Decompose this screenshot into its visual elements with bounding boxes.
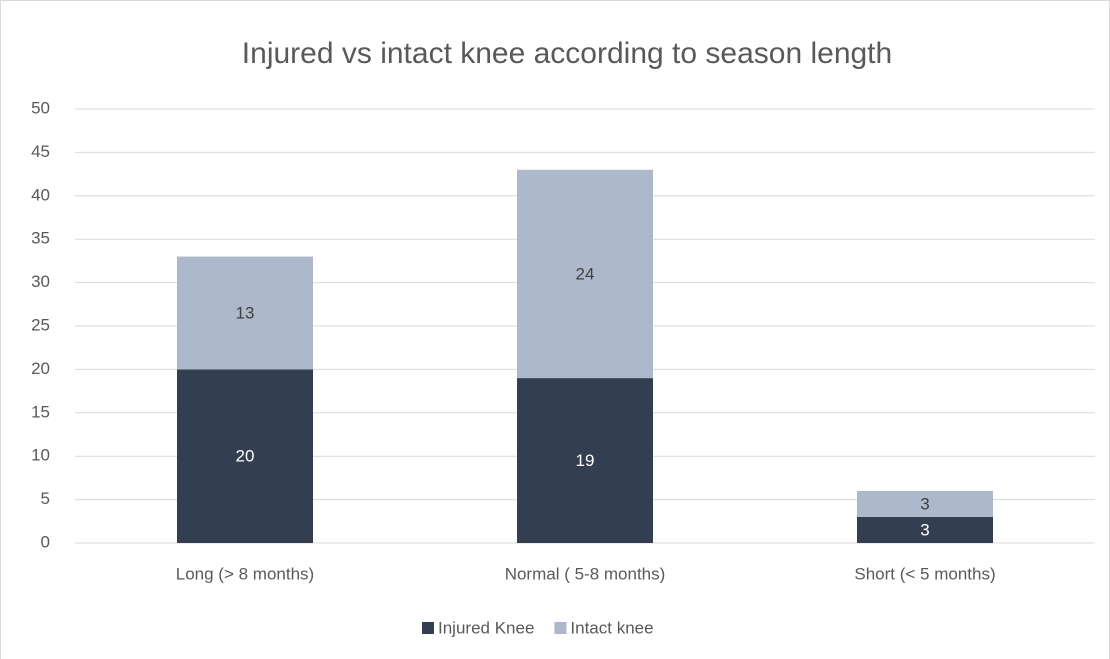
bar-segment xyxy=(177,256,313,370)
chart-title: Injured vs intact knee according to seas… xyxy=(242,37,892,70)
y-tick-label: 30 xyxy=(31,272,50,291)
bar-segment xyxy=(857,516,993,543)
y-tick-label: 20 xyxy=(31,359,50,378)
bar-segment xyxy=(857,490,993,517)
y-tick-label: 10 xyxy=(31,446,50,465)
x-tick-label: Short (< 5 months) xyxy=(854,564,995,583)
y-tick-label: 0 xyxy=(41,532,50,551)
y-tick-label: 40 xyxy=(31,185,50,204)
legend-label: Injured Knee xyxy=(438,618,534,637)
y-tick-label: 5 xyxy=(41,489,50,508)
data-label: 24 xyxy=(576,264,595,283)
bar-segment xyxy=(517,378,653,543)
y-tick-label: 15 xyxy=(31,402,50,421)
data-label: 3 xyxy=(920,520,929,539)
bar-segment xyxy=(517,169,653,379)
x-tick-label: Long (> 8 months) xyxy=(176,564,314,583)
legend-label: Intact knee xyxy=(570,618,653,637)
legend-swatch xyxy=(422,622,434,634)
data-label: 19 xyxy=(576,451,595,470)
data-label: 3 xyxy=(920,494,929,513)
data-label: 13 xyxy=(236,303,255,322)
x-tick-label: Normal ( 5-8 months) xyxy=(505,564,666,583)
data-label: 20 xyxy=(236,447,255,466)
bar-segment xyxy=(177,369,313,543)
y-tick-label: 45 xyxy=(31,142,50,161)
y-tick-label: 25 xyxy=(31,315,50,334)
legend-swatch xyxy=(554,622,567,634)
y-tick-label: 35 xyxy=(31,229,50,248)
y-tick-label: 50 xyxy=(31,98,50,117)
